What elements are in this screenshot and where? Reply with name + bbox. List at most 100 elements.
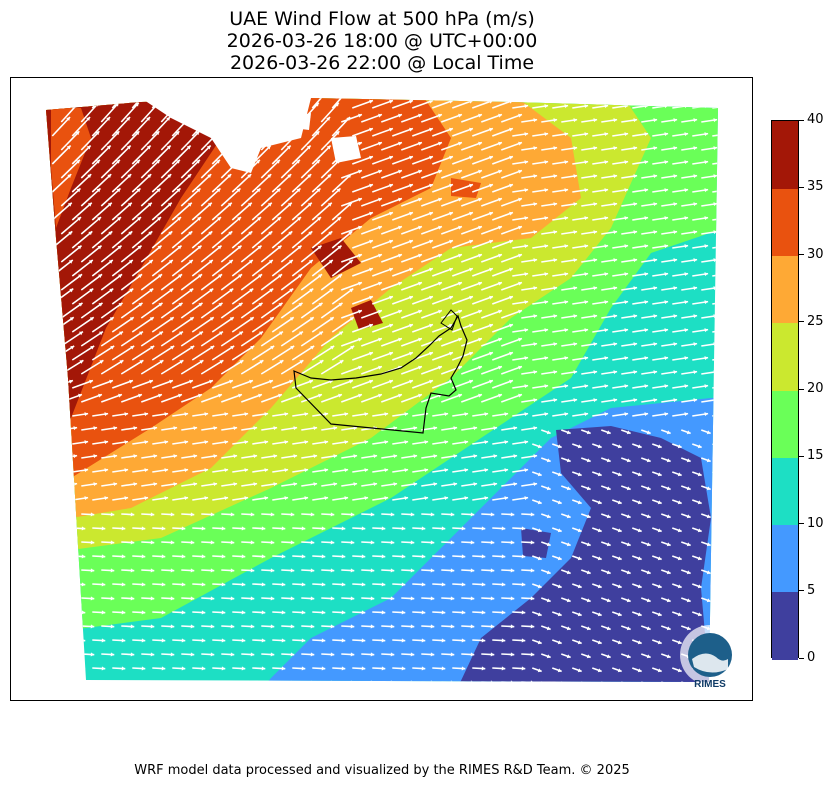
wind-arrow-head <box>148 259 153 264</box>
wind-arrow-head <box>693 286 698 291</box>
wind-arrow-head <box>458 197 462 202</box>
wind-arrow <box>221 393 243 403</box>
wind-arrow <box>180 330 204 347</box>
wind-arrow <box>392 155 414 165</box>
wind-arrow-head <box>293 426 298 431</box>
wind-arrow <box>381 225 403 235</box>
wind-arrow <box>501 169 523 179</box>
wind-arrow <box>191 345 215 361</box>
wind-arrow-head <box>566 654 571 659</box>
wind-arrow <box>412 295 434 305</box>
wind-arrow-head <box>537 640 542 645</box>
wind-arrow-head <box>370 540 375 545</box>
wind-arrow <box>661 681 671 682</box>
wind-arrow-head <box>336 188 341 193</box>
wind-arrow-head <box>469 155 473 160</box>
wind-arrow-head <box>684 244 689 249</box>
wind-arrow-head <box>564 244 569 249</box>
wind-arrow <box>712 216 718 221</box>
wind-arrow-head <box>88 259 93 264</box>
wind-arrow-head <box>181 582 186 587</box>
wind-arrow-head <box>221 582 226 587</box>
wind-arrow-head <box>267 202 272 207</box>
colorbar-tick <box>799 657 804 659</box>
wind-arrow-head <box>316 188 321 193</box>
wind-arrow <box>372 351 394 361</box>
wind-arrow-head <box>86 117 91 121</box>
wind-arrow-head <box>147 202 152 207</box>
wind-arrow <box>311 345 335 361</box>
wind-arrow-head <box>653 370 658 375</box>
wind-arrow-head <box>498 365 502 370</box>
wind-arrow-head <box>418 225 422 230</box>
wind-arrow-head <box>677 556 682 561</box>
wind-arrow-head <box>157 245 162 250</box>
colorbar <box>771 120 799 660</box>
wind-arrow-head <box>64 440 69 445</box>
wind-arrow-head <box>189 379 193 384</box>
wind-arrow-head <box>358 337 362 342</box>
wind-arrow-head <box>350 596 355 601</box>
wind-arrow-head <box>381 526 386 531</box>
wind-arrow-head <box>501 554 506 559</box>
wind-arrow-head <box>221 526 226 531</box>
wind-arrow <box>381 113 403 123</box>
wind-arrow <box>300 245 323 263</box>
wind-arrow-head <box>544 244 549 249</box>
wind-arrow-head <box>264 468 269 473</box>
wind-arrow-head <box>78 331 83 336</box>
wind-arrow-head <box>633 230 638 235</box>
colorbar-segment <box>772 591 798 660</box>
wind-arrow-head <box>326 117 331 121</box>
wind-arrow-head <box>258 302 263 307</box>
wind-arrow-head <box>339 360 344 364</box>
wind-arrow-head <box>168 259 173 264</box>
wind-arrow-head <box>398 141 402 146</box>
wind-arrow-head <box>373 482 378 487</box>
wind-arrow-head <box>298 331 303 336</box>
wind-arrow <box>111 202 133 221</box>
wind-arrow <box>71 98 91 109</box>
wind-arrow-head <box>469 379 473 384</box>
wind-arrow-head <box>537 668 542 673</box>
wind-arrow-head <box>96 188 101 193</box>
wind-arrow <box>401 393 423 403</box>
wind-arrow-head <box>144 496 149 501</box>
wind-arrow-head <box>577 500 582 505</box>
wind-arrow <box>180 130 200 151</box>
wind-arrow-head <box>361 526 366 531</box>
wind-arrow-head <box>188 259 193 264</box>
wind-arrow <box>160 302 183 319</box>
wind-arrow <box>392 99 414 109</box>
wind-arrow <box>412 127 434 137</box>
wind-arrow-head <box>470 568 475 573</box>
wind-arrow-head <box>646 654 651 659</box>
wind-arrow-head <box>664 356 669 361</box>
wind-arrow-head <box>134 102 139 107</box>
wind-arrow <box>372 239 394 249</box>
wind-arrow <box>291 259 314 277</box>
wind-arrow-head <box>684 412 689 417</box>
wind-arrow-head <box>564 356 569 361</box>
wind-arrow-head <box>390 596 395 601</box>
wind-arrow-head <box>189 317 194 321</box>
wind-arrow-head <box>441 666 446 671</box>
wind-arrow <box>151 145 172 165</box>
wind-arrow-head <box>161 582 166 587</box>
wind-arrow-head <box>409 183 413 188</box>
wind-arrow-head <box>606 542 611 547</box>
wind-arrow-head <box>533 342 538 347</box>
wind-arrow <box>461 141 483 151</box>
wind-arrow-head <box>389 155 393 160</box>
wind-arrow-head <box>121 610 126 615</box>
wind-arrow-head <box>564 328 569 333</box>
wind-arrow-head <box>338 274 343 279</box>
wind-arrow-head <box>173 454 178 459</box>
wind-arrow-head <box>593 174 598 179</box>
wind-arrow-head <box>350 652 355 657</box>
wind-arrow <box>361 309 383 319</box>
wind-arrow <box>501 309 523 319</box>
wind-arrow <box>151 230 173 249</box>
wind-arrow-head <box>110 652 115 657</box>
wind-arrow <box>341 253 363 263</box>
